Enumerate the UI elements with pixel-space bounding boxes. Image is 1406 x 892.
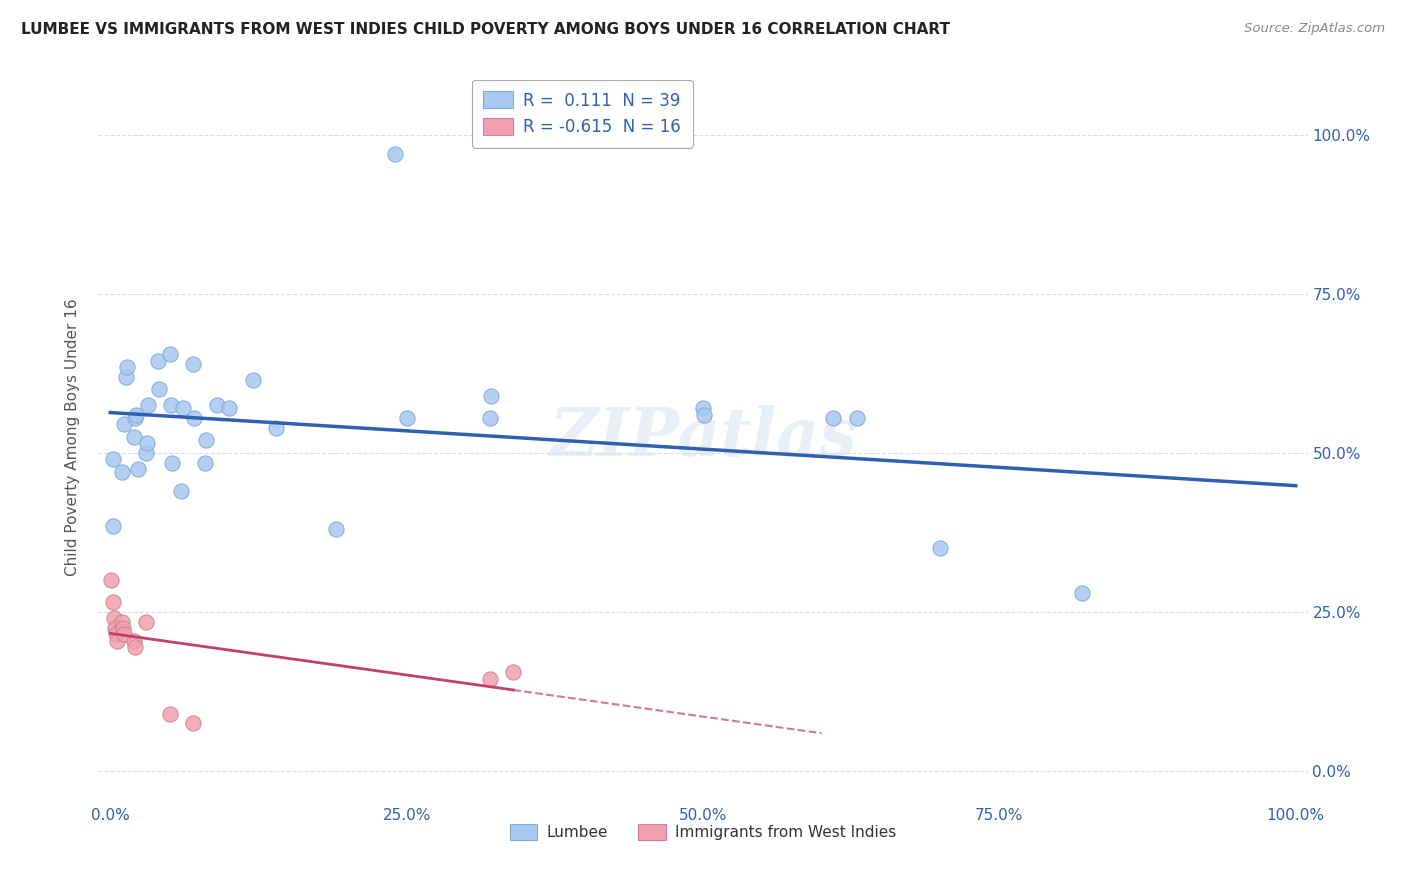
Point xyxy=(115,360,138,375)
Point xyxy=(172,401,194,416)
Point xyxy=(170,484,193,499)
Point xyxy=(159,706,181,721)
Point xyxy=(105,627,128,641)
Point xyxy=(111,615,134,629)
Point xyxy=(183,411,205,425)
Point xyxy=(101,452,124,467)
Point xyxy=(122,633,145,648)
Point xyxy=(181,357,204,371)
Point xyxy=(136,398,159,412)
Point xyxy=(159,347,181,361)
Point xyxy=(693,408,716,422)
Point xyxy=(105,633,128,648)
Point xyxy=(114,417,136,432)
Y-axis label: Child Poverty Among Boys Under 16: Child Poverty Among Boys Under 16 xyxy=(65,298,80,576)
Point xyxy=(242,373,264,387)
Point xyxy=(692,401,714,416)
Point xyxy=(122,430,145,444)
Point xyxy=(146,353,169,368)
Point xyxy=(195,434,218,448)
Point xyxy=(136,436,159,450)
Point xyxy=(114,627,136,641)
Point xyxy=(124,411,146,425)
Point xyxy=(502,665,524,680)
Text: LUMBEE VS IMMIGRANTS FROM WEST INDIES CHILD POVERTY AMONG BOYS UNDER 16 CORRELAT: LUMBEE VS IMMIGRANTS FROM WEST INDIES CH… xyxy=(21,22,950,37)
Point xyxy=(325,522,347,536)
Point xyxy=(124,640,146,654)
Point xyxy=(114,369,136,384)
Point xyxy=(100,573,122,587)
Point xyxy=(135,446,157,460)
Point xyxy=(1071,586,1094,600)
Point xyxy=(103,611,125,625)
Point xyxy=(111,465,134,479)
Text: ZIPatlas: ZIPatlas xyxy=(550,405,856,469)
Point xyxy=(929,541,952,556)
Point xyxy=(101,595,124,609)
Point xyxy=(194,456,217,470)
Point xyxy=(205,398,228,412)
Point xyxy=(479,389,502,403)
Point xyxy=(264,420,287,434)
Point xyxy=(846,411,869,425)
Point xyxy=(101,519,124,533)
Point xyxy=(148,383,170,397)
Point xyxy=(104,621,127,635)
Text: Source: ZipAtlas.com: Source: ZipAtlas.com xyxy=(1244,22,1385,36)
Point xyxy=(181,716,204,731)
Point xyxy=(218,401,240,416)
Point xyxy=(125,408,148,422)
Legend: Lumbee, Immigrants from West Indies: Lumbee, Immigrants from West Indies xyxy=(503,818,903,847)
Point xyxy=(395,411,418,425)
Point xyxy=(135,615,157,629)
Point xyxy=(112,621,135,635)
Point xyxy=(160,456,183,470)
Point xyxy=(478,672,501,686)
Point xyxy=(478,411,501,425)
Point xyxy=(159,398,181,412)
Point xyxy=(823,411,845,425)
Point xyxy=(127,462,149,476)
Point xyxy=(384,147,406,161)
